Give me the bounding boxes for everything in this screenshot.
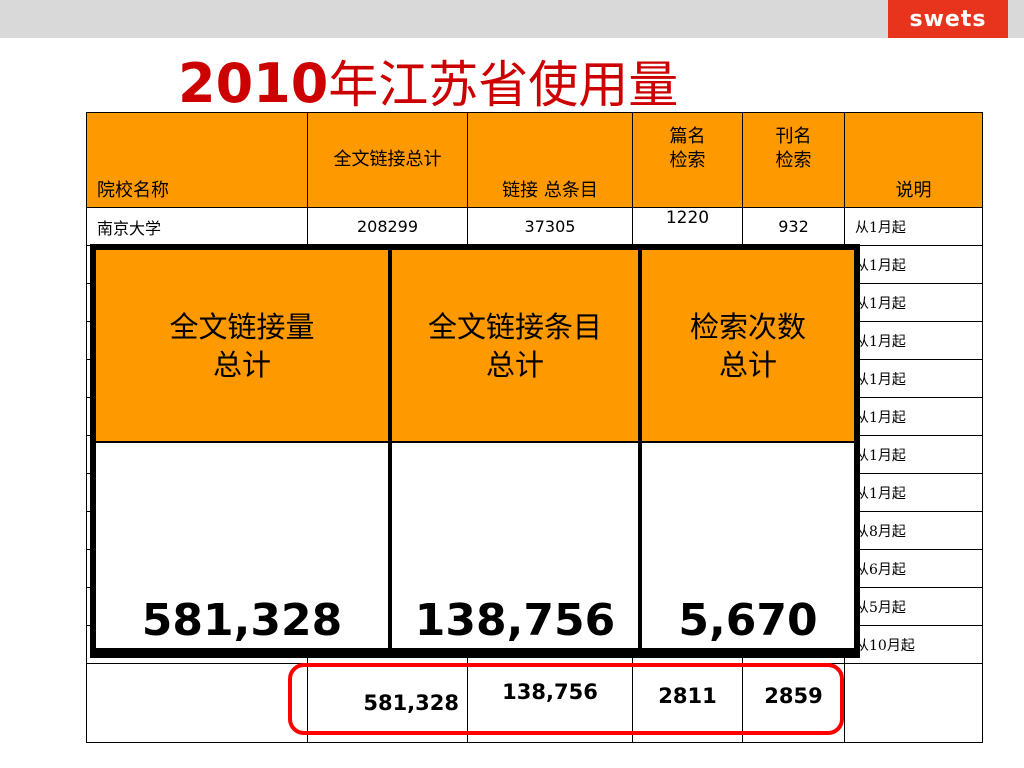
summary-header-link-items: 全文链接条目 总计 xyxy=(392,250,638,441)
cell-note: 从1月起 xyxy=(844,473,983,512)
cell-journal-search: 932 xyxy=(742,207,845,246)
title-year: 2010 xyxy=(178,52,329,115)
header-journal-search: 刊名检索 xyxy=(742,112,845,208)
cell-school: 南京大学 xyxy=(86,207,308,246)
table-header-row: 院校名称 全文链接总计 链接 总条目 篇名检索 刊名检索 说明 xyxy=(86,112,983,208)
cell-note: 从1月起 xyxy=(844,207,983,246)
total-link-items: 138,756 xyxy=(467,663,633,743)
cell-note: 从1月起 xyxy=(844,359,983,398)
cell-note: 从1月起 xyxy=(844,321,983,360)
summary-value-search: 5,670 xyxy=(642,443,854,648)
swets-logo: swets xyxy=(888,0,1008,38)
cell-note: 从1月起 xyxy=(844,397,983,436)
summary-header-fulltext: 全文链接量 总计 xyxy=(96,250,388,441)
summary-header-link-items-line2: 总计 xyxy=(485,347,544,382)
cell-note: 从5月起 xyxy=(844,587,983,626)
page-title: 2010年江苏省使用量 xyxy=(178,52,678,116)
summary-header-search-line1: 检索次数 xyxy=(689,309,806,344)
cell-article-search: 1220 xyxy=(632,207,743,246)
summary-value-link-items: 138,756 xyxy=(392,443,638,648)
total-fulltext: 581,328 xyxy=(307,663,468,743)
summary-header-link-items-line1: 全文链接条目 xyxy=(427,309,602,344)
cell-note: 从1月起 xyxy=(844,283,983,322)
cell-fulltext-total: 208299 xyxy=(307,207,468,246)
summary-header-fulltext-line1: 全文链接量 xyxy=(169,309,315,344)
header-fulltext-total: 全文链接总计 xyxy=(307,112,468,208)
summary-panel: 全文链接量 总计 全文链接条目 总计 检索次数 总计 581,328 138,756 … xyxy=(90,244,860,658)
summary-header-search-line2: 总计 xyxy=(718,347,777,382)
cell-note: 从1月起 xyxy=(844,245,983,284)
summary-value-fulltext: 581,328 xyxy=(96,443,388,648)
header-note: 说明 xyxy=(844,112,983,208)
top-bar xyxy=(0,0,1024,38)
cell-note: 从10月起 xyxy=(844,625,983,664)
summary-header-search: 检索次数 总计 xyxy=(642,250,854,441)
total-journal-search: 2859 xyxy=(742,663,845,743)
header-article-search: 篇名检索 xyxy=(632,112,743,208)
cell-note: 从6月起 xyxy=(844,549,983,588)
cell-note: 从8月起 xyxy=(844,511,983,550)
totals-highlight xyxy=(288,663,844,735)
cell-link-items: 37305 xyxy=(467,207,633,246)
cell-note: 从1月起 xyxy=(844,435,983,474)
header-school: 院校名称 xyxy=(86,112,308,208)
title-text: 年江苏省使用量 xyxy=(328,56,679,114)
header-link-items: 链接 总条目 xyxy=(467,112,633,208)
summary-header-fulltext-line2: 总计 xyxy=(212,347,271,382)
table-row: 南京大学 208299 37305 1220 932 从1月起 xyxy=(86,207,983,246)
